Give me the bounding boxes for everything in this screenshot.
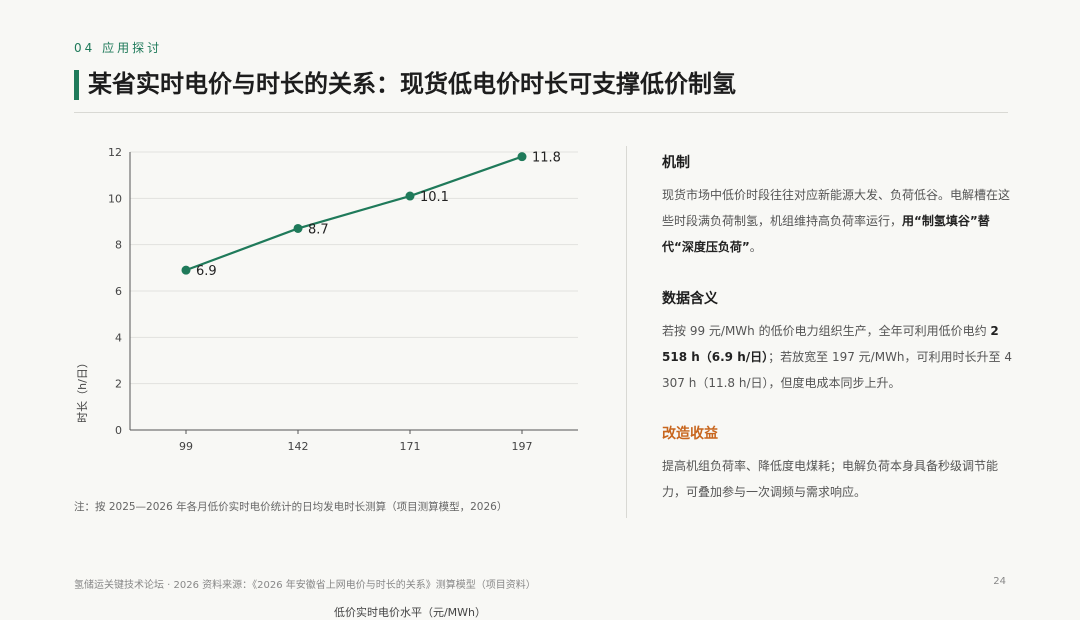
header-divider (74, 112, 1008, 113)
page-number: 24 (993, 576, 1006, 587)
x-tick-label: 99 (179, 440, 193, 453)
y-tick-label: 12 (108, 146, 122, 159)
panel-heading: 数据含义 (662, 291, 718, 307)
panel-text-bold: 2 518 h（6.9 h/日） (662, 324, 999, 364)
y-tick-label: 8 (115, 239, 122, 252)
panel-text-bold: 用“制氢填谷”替代“深度压负荷” (662, 214, 990, 254)
panel-heading: 改造收益 (662, 426, 718, 442)
data-label: 6.9 (196, 264, 217, 279)
panel-text: 若按 99 元/MWh 的低价电力组织生产，全年可利用低价电约 2 518 h（… (662, 318, 1012, 396)
y-tick-label: 6 (115, 285, 122, 298)
panel-benefit: 改造收益 提高机组负荷率、降低度电煤耗；电解负荷本身具备秒级调节能力，可叠加参与… (662, 423, 1012, 505)
x-tick-label: 142 (288, 440, 309, 453)
data-label: 11.8 (532, 151, 561, 166)
title-accent-bar (74, 70, 79, 100)
y-axis-title: 时长（h/日） (76, 357, 89, 423)
page-title: 某省实时电价与时长的关系：现货低电价时长可支撑低价制氢 (88, 70, 736, 98)
panel-text-plain: 提高机组负荷率、降低度电煤耗；电解负荷本身具备秒级调节能力，可叠加参与一次调频与… (662, 459, 999, 499)
data-label: 8.7 (308, 222, 329, 237)
panel-heading: 机制 (662, 155, 690, 171)
data-point (293, 223, 303, 233)
x-axis-title: 低价实时电价水平（元/MWh） (333, 606, 487, 619)
data-point (517, 152, 527, 162)
panel-text-tail: 。 (749, 240, 762, 254)
data-point (405, 191, 415, 201)
line-chart: 0 2 4 6 8 10 12 99 142 171 197 6.9 8.7 10.1 11.8 (108, 146, 578, 453)
panel-text: 现货市场中低价时段往往对应新能源大发、负荷低谷。电解槽在这些时段满负荷制氢，机组… (662, 182, 1012, 260)
y-tick-label: 4 (115, 331, 122, 344)
panel-text-plain: 若按 99 元/MWh 的低价电力组织生产，全年可利用低价电约 (662, 324, 991, 338)
panel-text-plain: 现货市场中低价时段往往对应新能源大发、负荷低谷。电解槽在这些时段满负荷制氢，机组… (662, 188, 1011, 228)
section-tag: 04 应用探讨 (74, 41, 163, 55)
footer-source: 氢储运关键技术论坛 · 2026 资料来源：《2026 年安徽省上网电价与时长的… (74, 580, 536, 591)
panel-text: 提高机组负荷率、降低度电煤耗；电解负荷本身具备秒级调节能力，可叠加参与一次调频与… (662, 453, 1012, 505)
panel-mechanism: 机制 现货市场中低价时段往往对应新能源大发、负荷低谷。电解槽在这些时段满负荷制氢… (662, 152, 1012, 260)
y-tick-label: 0 (115, 424, 122, 437)
x-tick-label: 171 (400, 440, 421, 453)
y-tick-label: 10 (108, 192, 122, 205)
chart-note: 注：按 2025—2026 年各月低价实时电价统计的日均发电时长测算（项目测算模… (74, 501, 508, 513)
x-tick-label: 197 (512, 440, 533, 453)
data-label: 10.1 (420, 190, 449, 205)
panel-data-meaning: 数据含义 若按 99 元/MWh 的低价电力组织生产，全年可利用低价电约 2 5… (662, 288, 1012, 396)
series-line (185, 155, 523, 272)
panel-text-tail: ；若放宽至 197 元/MWh，可利用时长升至 4 307 h（11.8 h/日… (662, 350, 1012, 390)
chart-area: 0 2 4 6 8 10 12 99 142 171 197 6.9 8.7 10.1 11.8 时长（h/… (74, 140, 614, 619)
data-point (181, 265, 191, 275)
y-tick-label: 2 (115, 378, 122, 391)
vertical-divider (626, 146, 627, 518)
